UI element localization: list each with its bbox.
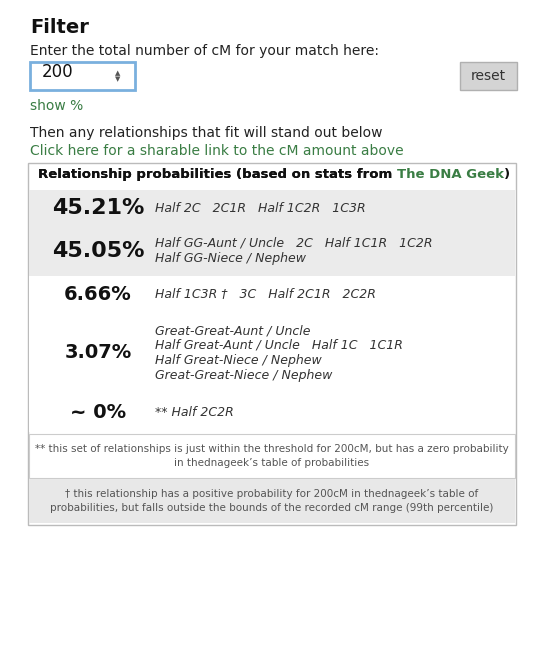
Text: ** Half 2C2R: ** Half 2C2R [155, 407, 234, 419]
Bar [29, 479, 515, 523]
Bar [28, 163, 516, 525]
Text: Half 2C   2C1R   Half 1C2R   1C3R: Half 2C 2C1R Half 1C2R 1C3R [155, 201, 366, 215]
Text: Then any relationships that fit will stand out below: Then any relationships that fit will sta… [30, 126, 382, 140]
Text: Filter: Filter [30, 18, 89, 37]
Text: Relationship probabilities (based on stats from: Relationship probabilities (based on sta… [38, 168, 397, 181]
Text: 45.21%: 45.21% [52, 198, 144, 218]
Text: 45.05%: 45.05% [52, 241, 144, 261]
Text: ▲
▼: ▲ ▼ [115, 70, 121, 82]
Bar [29, 190, 515, 226]
Text: 6.66%: 6.66% [64, 284, 132, 303]
Text: 200: 200 [42, 63, 73, 81]
Text: Great-Great-Aunt / Uncle: Great-Great-Aunt / Uncle [155, 324, 311, 337]
Text: Click here for a sharable link to the cM amount above: Click here for a sharable link to the cM… [30, 144, 404, 158]
Text: 3.07%: 3.07% [64, 343, 132, 362]
Bar [29, 276, 515, 312]
Text: Half GG-Niece / Nephew: Half GG-Niece / Nephew [155, 252, 306, 265]
Text: show %: show % [30, 99, 83, 113]
Text: The DNA Geek: The DNA Geek [397, 168, 504, 181]
Bar [30, 62, 135, 90]
Text: Great-Great-Niece / Nephew: Great-Great-Niece / Nephew [155, 369, 332, 382]
Bar [29, 226, 515, 276]
Text: ): ) [504, 168, 510, 181]
Bar [29, 394, 515, 432]
Text: Half Great-Aunt / Uncle   Half 1C   1C1R: Half Great-Aunt / Uncle Half 1C 1C1R [155, 339, 403, 352]
Text: Relationship probabilities (based on stats from: Relationship probabilities (based on sta… [38, 168, 397, 181]
Text: Half 1C3R †   3C   Half 2C1R   2C2R: Half 1C3R † 3C Half 2C1R 2C2R [155, 288, 376, 300]
Text: ~ 0%: ~ 0% [70, 404, 126, 422]
Text: † this relationship has a positive probability for 200cM in thednageek’s table o: † this relationship has a positive proba… [50, 489, 494, 513]
Bar [29, 434, 515, 478]
Text: Half Great-Niece / Nephew: Half Great-Niece / Nephew [155, 354, 322, 367]
Text: ** this set of relationships is just within the threshold for 200cM, but has a z: ** this set of relationships is just wit… [35, 444, 509, 468]
Bar [29, 312, 515, 394]
Text: Enter the total number of cM for your match here:: Enter the total number of cM for your ma… [30, 44, 379, 58]
Bar [460, 62, 517, 90]
Text: reset: reset [471, 69, 505, 83]
Text: Half GG-Aunt / Uncle   2C   Half 1C1R   1C2R: Half GG-Aunt / Uncle 2C Half 1C1R 1C2R [155, 237, 432, 250]
